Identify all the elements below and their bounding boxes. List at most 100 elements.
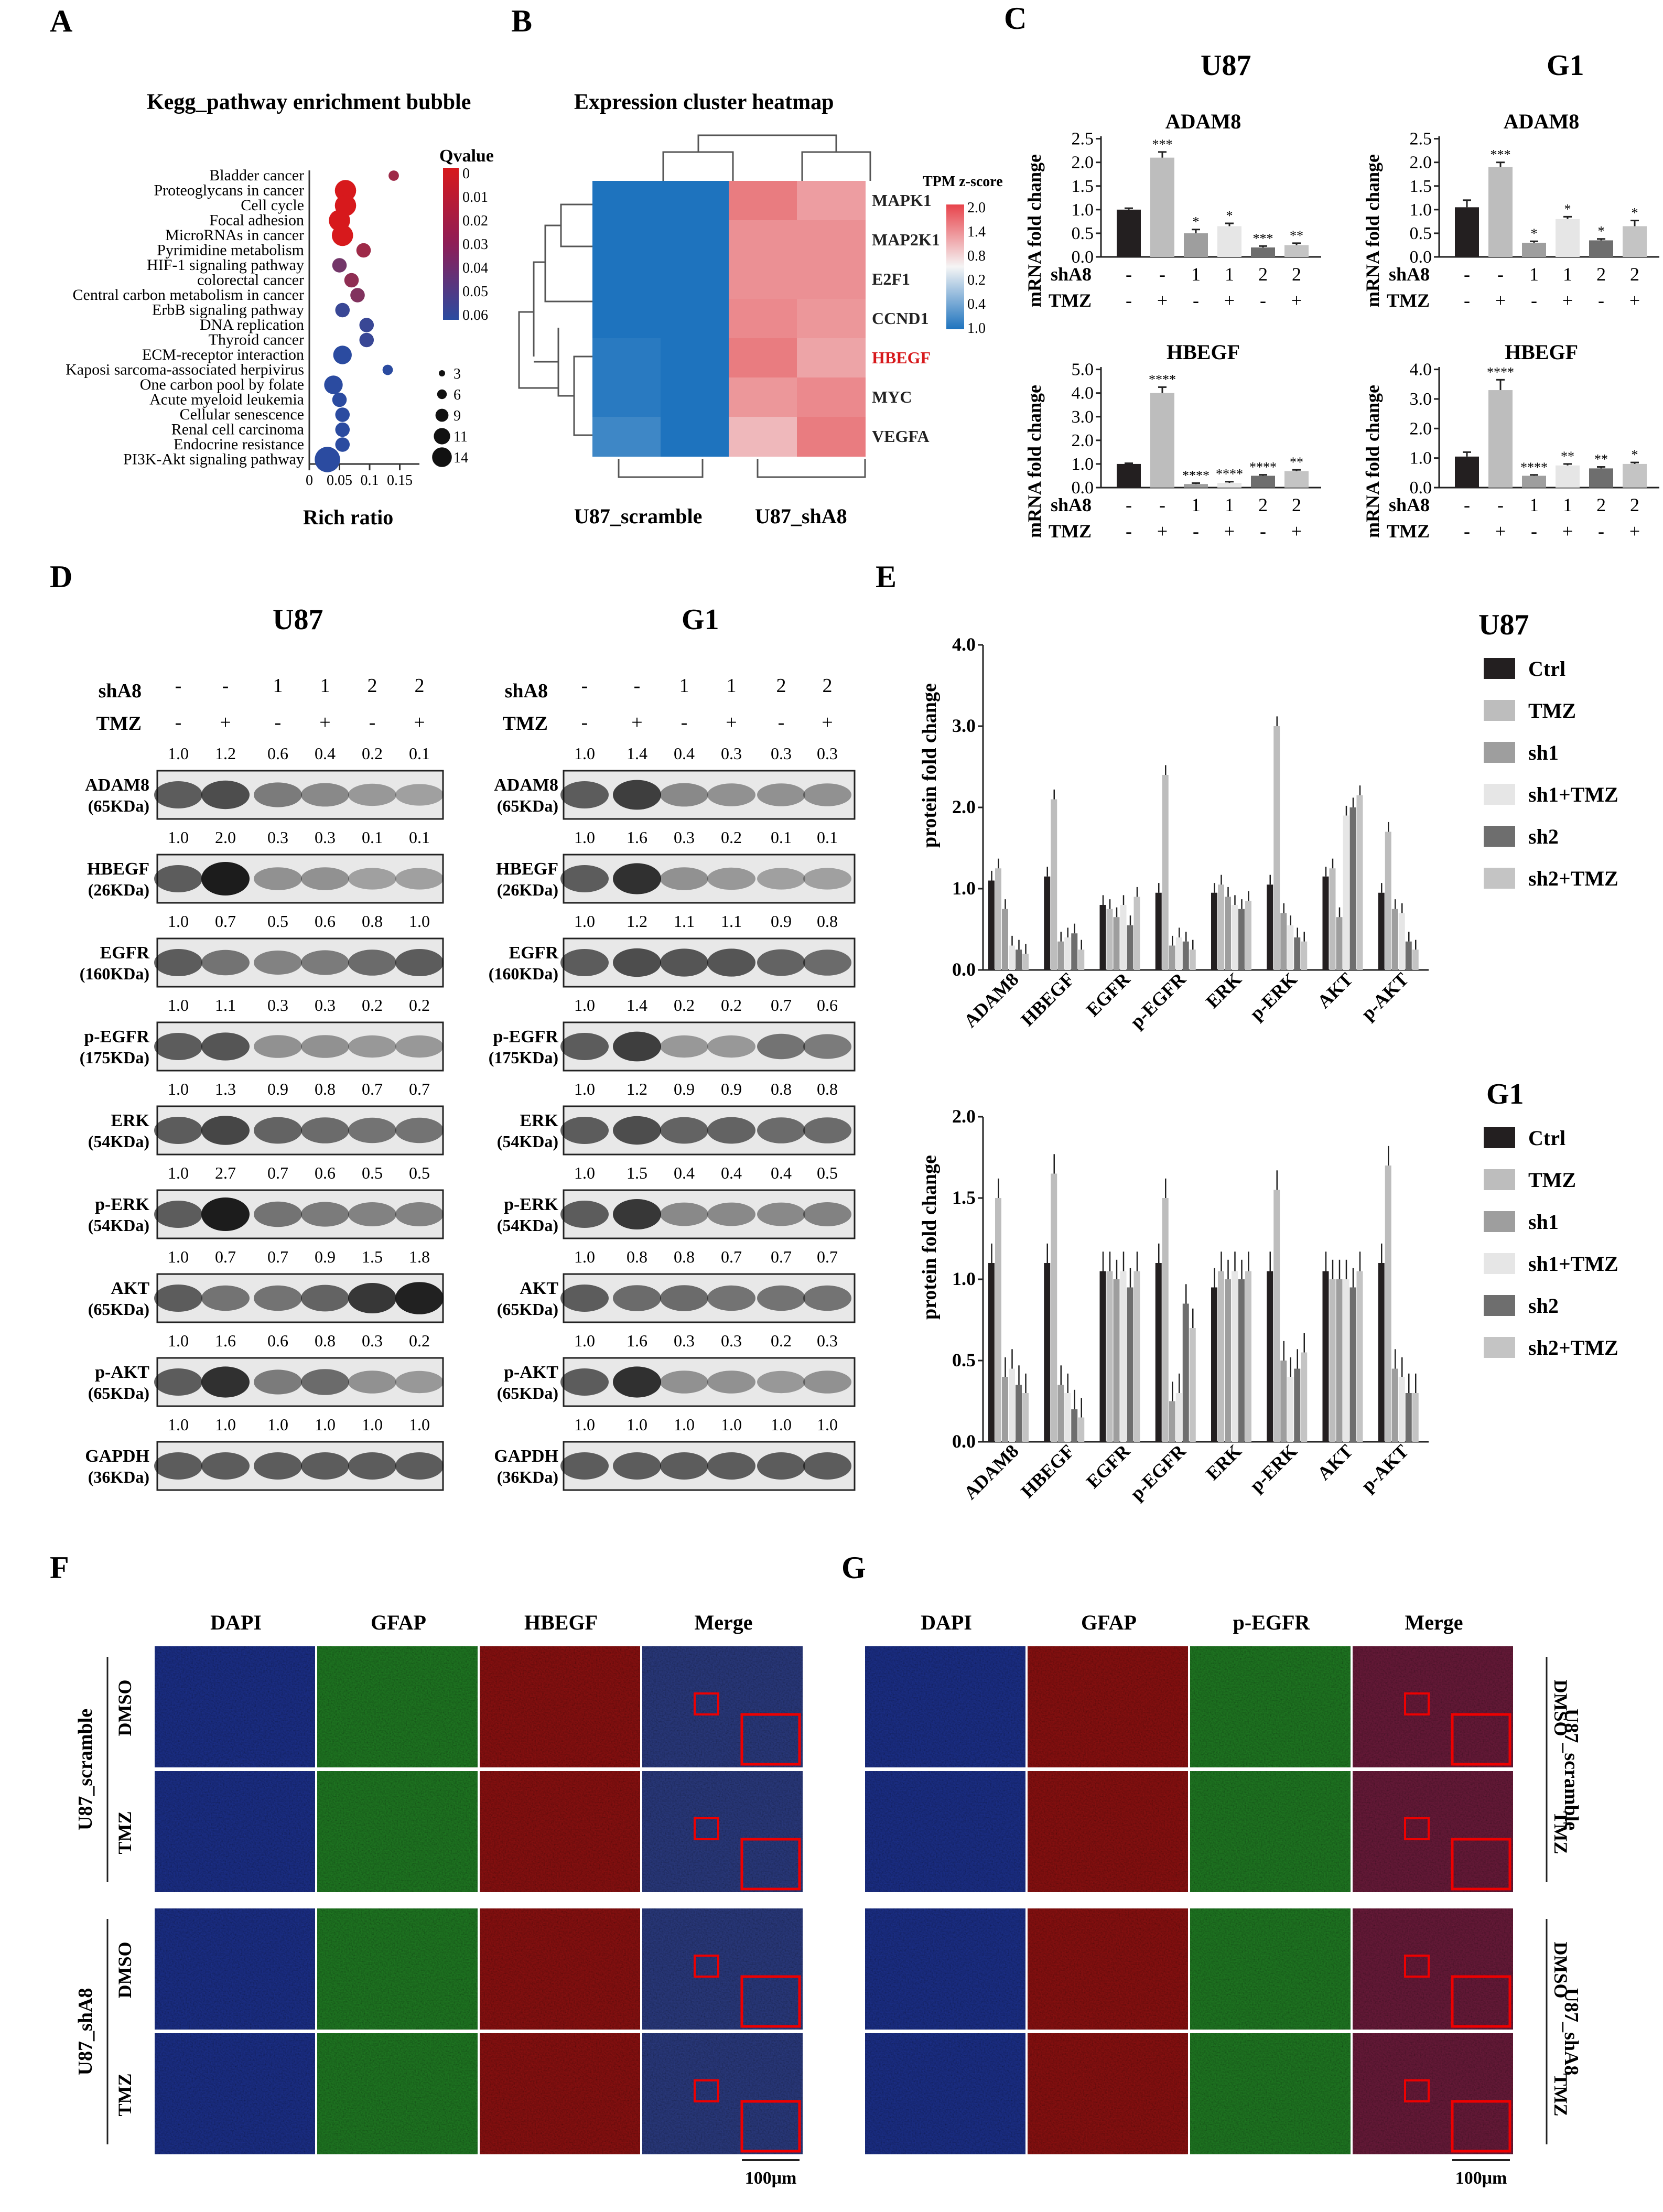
- qvalue-colorbar: [443, 168, 459, 320]
- protein-bar: [1405, 941, 1412, 970]
- tmz-cell: +: [1224, 521, 1235, 542]
- blot-band: [560, 865, 609, 892]
- group-label: U87_scramble: [1560, 1709, 1582, 1830]
- zoom-region: [1404, 2079, 1430, 2102]
- y-tick-label: 3.0: [1410, 390, 1432, 409]
- pathway-label: Acute myeloid leukemia: [149, 391, 304, 408]
- protein-bar: [1218, 884, 1224, 970]
- band-quant: 0.7: [215, 1247, 236, 1266]
- blot-sha8-cell: 1: [273, 675, 283, 697]
- significance-label: *: [1632, 447, 1638, 462]
- bubble: [315, 447, 340, 472]
- y-tick-label: 0.5: [1410, 224, 1432, 243]
- micrograph-texture: [1028, 1646, 1188, 1767]
- heatmap-cell: [592, 181, 661, 221]
- band-quant: 0.3: [817, 744, 838, 763]
- blot-band: [395, 1452, 444, 1480]
- protein-name: HBEGF: [87, 859, 149, 879]
- blot-band: [707, 1117, 755, 1144]
- sha8-cell: 1: [1563, 494, 1572, 515]
- y-tick-label: 0.0: [1410, 247, 1432, 267]
- significance-label: ***: [1152, 137, 1173, 152]
- mrna-bar: [1589, 240, 1613, 257]
- band-quant: 1.0: [362, 1415, 383, 1434]
- heatmap-scale-tick: 1.4: [967, 224, 986, 240]
- legend-swatch: [1484, 784, 1515, 805]
- micrograph-texture: [1353, 1771, 1513, 1892]
- band-quant: 1.0: [574, 996, 595, 1015]
- protein-bar: [1099, 1271, 1106, 1442]
- zoom-inset: [740, 1838, 801, 1891]
- protein-bar: [1356, 1271, 1363, 1442]
- protein-bar: [1057, 1385, 1064, 1442]
- blot-band: [201, 1285, 250, 1311]
- protein-name: ADAM8: [85, 775, 149, 795]
- blot-sha8-cell: -: [581, 675, 588, 697]
- y-tick-label: 3.0: [1072, 407, 1094, 427]
- protein-size: (54KDa): [497, 1132, 558, 1151]
- y-tick-label: 1.0: [1072, 200, 1094, 220]
- bubble: [324, 375, 343, 394]
- band-quant: 0.9: [267, 1080, 288, 1098]
- blot-band: [660, 948, 708, 977]
- band-quant: 2.0: [215, 828, 236, 847]
- protein-bar: [1267, 884, 1273, 970]
- blot-band: [757, 868, 805, 890]
- protein-name: p-ERK: [504, 1195, 558, 1214]
- blot-band: [660, 867, 708, 890]
- significance-label: ****: [1487, 364, 1514, 380]
- panel-d-title-g1: G1: [682, 603, 719, 636]
- protein-size: (36KDa): [497, 1468, 558, 1486]
- band-quant: 0.5: [817, 1163, 838, 1182]
- blot-sha8-cell: -: [634, 675, 641, 697]
- protein-bar: [1225, 1279, 1231, 1442]
- size-legend-dot: [432, 447, 452, 467]
- size-legend-dot: [435, 408, 449, 422]
- protein-bar: [1322, 876, 1329, 970]
- protein-bar: [1044, 876, 1051, 970]
- mrna-bar: [1284, 245, 1309, 257]
- band-quant: 0.3: [315, 828, 336, 847]
- zoom-inset: [1451, 1838, 1511, 1891]
- blot-band: [154, 1285, 202, 1312]
- protein-bar: [1189, 1328, 1196, 1442]
- protein-size: (65KDa): [497, 1384, 558, 1402]
- tmz-cell: -: [1260, 290, 1266, 311]
- tmz-cell: +: [1224, 290, 1235, 311]
- mrna-ylabel: mRNA fold change: [1362, 154, 1383, 307]
- protein-bar: [1349, 807, 1356, 970]
- heatmap-scale-tick: 0.8: [967, 248, 986, 264]
- bubble: [332, 258, 347, 273]
- pathway-label: PI3K-Akt signaling pathway: [123, 451, 304, 468]
- channel-label: HBEGF: [524, 1611, 598, 1634]
- protein-bar: [1412, 1393, 1419, 1442]
- heatmap-cell: [592, 417, 661, 457]
- band-quant: 1.0: [267, 1415, 288, 1434]
- protein-bar: [1071, 1409, 1078, 1442]
- tmz-cell: -: [1464, 290, 1470, 311]
- blot-tmz-cell: -: [581, 711, 588, 733]
- band-quant: 1.0: [215, 1415, 236, 1434]
- tmz-cell: +: [1629, 521, 1640, 542]
- band-quant: 1.0: [574, 1415, 595, 1434]
- panel-letter-g: G: [841, 1550, 866, 1585]
- blot-band: [803, 1452, 851, 1480]
- blot-tmz-cell: -: [275, 711, 282, 733]
- protein-bar: [1280, 1361, 1287, 1442]
- significance-label: ***: [1253, 231, 1273, 246]
- protein-size: (175KDa): [489, 1048, 558, 1067]
- protein-bar: [1301, 941, 1308, 970]
- tmz-row-label: TMZ: [1049, 521, 1092, 542]
- category-label: AKT: [1313, 1440, 1357, 1484]
- protein-bar: [1232, 1271, 1238, 1442]
- protein-bar: [1071, 933, 1078, 970]
- band-quant: 0.3: [771, 744, 792, 763]
- blot-band: [395, 784, 444, 806]
- zoom-inset: [1451, 1713, 1511, 1766]
- bubble: [356, 243, 371, 258]
- panel-a-legend-title: Qvalue: [439, 146, 494, 166]
- protein-bar: [1378, 1263, 1385, 1442]
- blot-band: [660, 1202, 708, 1226]
- legend-swatch: [1484, 826, 1515, 847]
- protein-size: (65KDa): [88, 796, 149, 815]
